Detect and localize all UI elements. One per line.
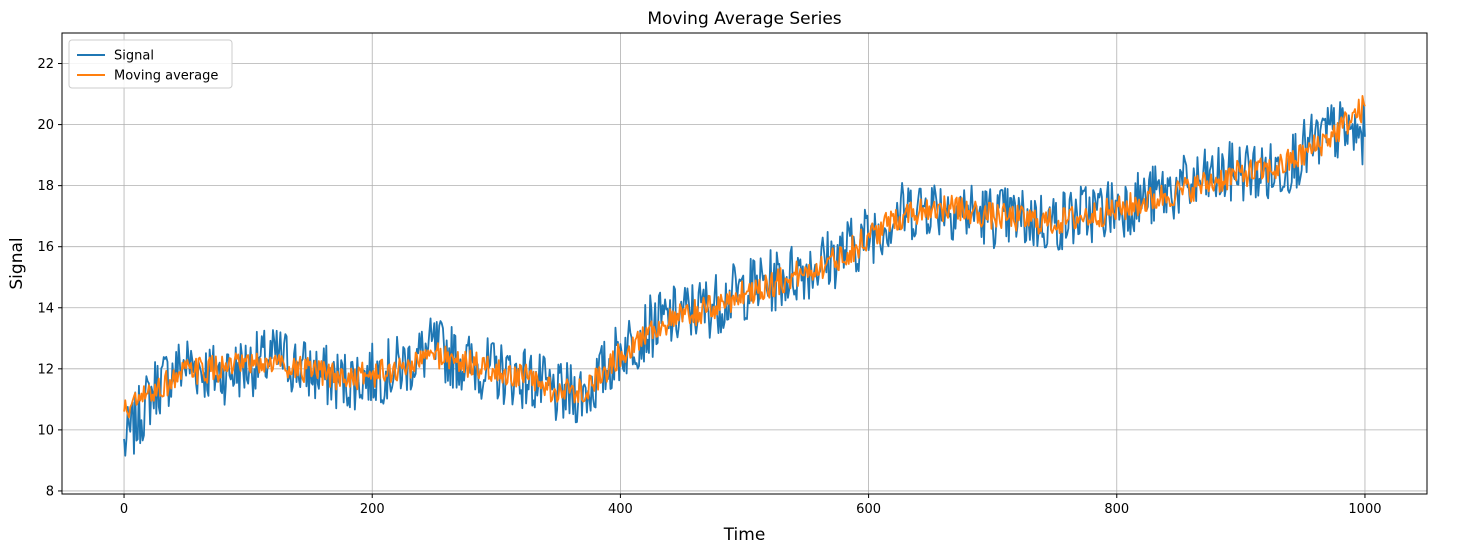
plot-frame: [61, 32, 1428, 495]
y-tick-label: 14: [37, 301, 54, 316]
x-axis-title: Time: [723, 525, 766, 545]
y-tick-label: 16: [37, 240, 54, 255]
grid-lines: [62, 33, 1427, 494]
moving-average-series-line: [123, 95, 1366, 419]
chart-title: Moving Average Series: [647, 9, 841, 29]
x-tick-label: 1000: [1348, 502, 1381, 517]
x-tick-label: 0: [120, 502, 128, 517]
x-tick-label: 600: [856, 502, 881, 517]
y-tick-label: 18: [37, 179, 54, 194]
signal-series-line: [123, 101, 1366, 457]
x-tick-label: 800: [1104, 502, 1129, 517]
x-tick-label: 400: [608, 502, 633, 517]
legend: Signal Moving average: [68, 39, 233, 89]
y-tick-label: 10: [37, 423, 54, 438]
y-tick-label: 12: [37, 362, 54, 377]
legend-box: [68, 39, 233, 89]
axis-ticks: 0 200 400 600 800 1000 8 10 12 14 16 18 20 22: [37, 57, 1381, 517]
x-tick-label: 200: [360, 502, 385, 517]
y-tick-label: 22: [37, 57, 54, 72]
legend-label: Signal: [114, 49, 154, 64]
y-tick-label: 20: [37, 118, 54, 133]
series-lines: [123, 95, 1366, 457]
legend-label: Moving average: [114, 69, 218, 84]
y-tick-label: 8: [46, 484, 54, 499]
y-axis-title: Signal: [7, 237, 27, 289]
